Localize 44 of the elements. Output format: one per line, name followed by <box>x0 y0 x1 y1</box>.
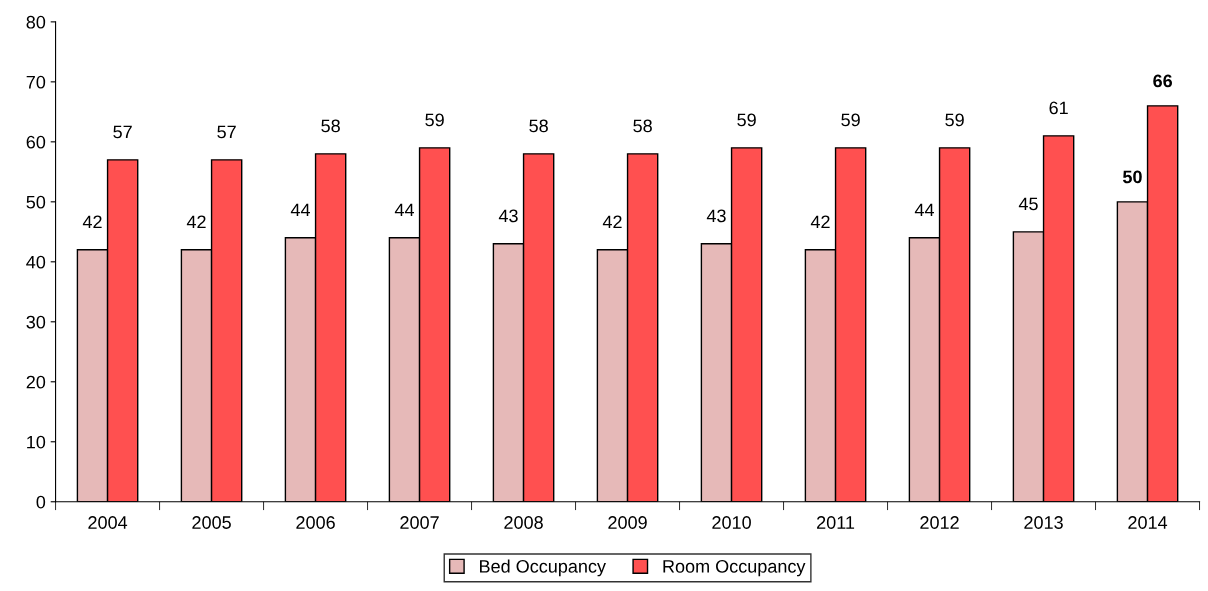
y-tick-label: 70 <box>26 75 46 89</box>
legend-label: Room Occupancy <box>663 559 806 577</box>
data-label: 42 <box>82 215 102 229</box>
y-tick-label: 50 <box>26 195 46 209</box>
x-tick-label: 2008 <box>504 516 543 529</box>
x-tick-label: 2006 <box>296 516 335 529</box>
data-label: 44 <box>914 203 934 217</box>
legend-label: Bed Occupancy <box>480 559 606 577</box>
data-label: 66 <box>1153 74 1173 88</box>
x-tick-label: 2011 <box>817 516 855 529</box>
y-tick-label: 40 <box>26 255 46 269</box>
data-label: 58 <box>529 119 548 133</box>
data-label: 58 <box>321 119 340 133</box>
x-tick-label: 2013 <box>1024 516 1063 529</box>
data-label: 44 <box>394 203 414 217</box>
data-label: 44 <box>290 203 310 217</box>
y-tick-label: 60 <box>26 135 46 149</box>
x-tick-label: 2007 <box>400 516 439 529</box>
data-label: 42 <box>602 215 622 229</box>
y-tick-label: 30 <box>26 315 46 329</box>
data-label: 42 <box>186 215 206 229</box>
data-label: 42 <box>810 215 830 229</box>
data-label: 45 <box>1018 197 1038 211</box>
x-tick-label: 2009 <box>608 516 647 529</box>
x-tick-label: 2005 <box>192 516 231 529</box>
data-label: 57 <box>217 125 236 139</box>
y-tick-label: 20 <box>26 375 46 389</box>
data-label: 59 <box>945 113 964 127</box>
data-label: 43 <box>706 209 726 223</box>
y-tick-label: 80 <box>26 15 46 29</box>
data-label: 50 <box>1122 170 1142 184</box>
data-label: 58 <box>633 119 652 133</box>
y-tick-label: 0 <box>36 495 46 509</box>
data-label: 59 <box>425 113 444 127</box>
data-label: 59 <box>737 113 756 127</box>
x-tick-label: 2004 <box>88 516 128 529</box>
data-label: 59 <box>841 113 860 127</box>
data-label: 57 <box>113 125 132 139</box>
x-tick-label: 2012 <box>920 516 959 529</box>
x-tick-label: 2010 <box>712 516 751 529</box>
x-tick-label: 2014 <box>1128 516 1168 529</box>
y-tick-label: 10 <box>27 435 46 449</box>
data-label: 43 <box>498 209 518 223</box>
data-label: 61 <box>1049 101 1068 115</box>
